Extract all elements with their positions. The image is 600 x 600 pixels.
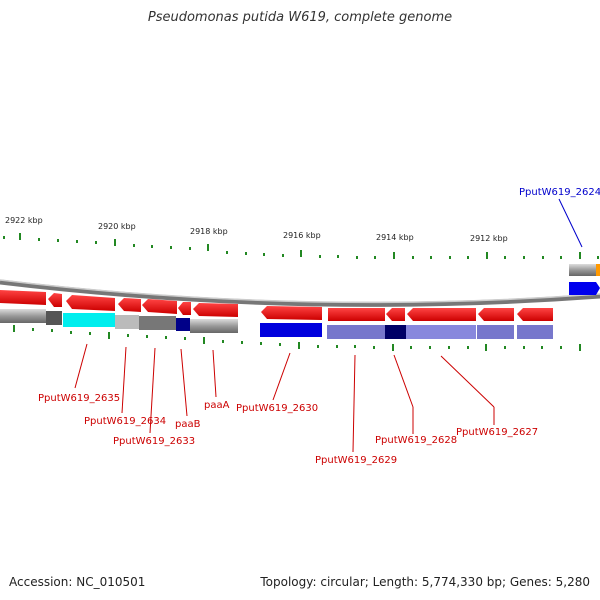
sim-bar-lavender[interactable] xyxy=(517,325,553,339)
gene-arrow[interactable] xyxy=(178,302,191,315)
sim-bar-cyan[interactable] xyxy=(63,313,115,327)
sim-bar-lavender[interactable] xyxy=(406,325,476,339)
genome-backbone xyxy=(0,279,600,307)
gene-arrow-blue[interactable] xyxy=(569,282,600,295)
sim-bar-lavender[interactable] xyxy=(477,325,514,339)
sim-bar-lightgray[interactable] xyxy=(115,315,139,329)
sim-bar-gray[interactable] xyxy=(190,319,238,333)
gene-label-PputW619_2633[interactable]: PputW619_2633 xyxy=(113,436,195,447)
sim-bar-lavender[interactable] xyxy=(327,325,385,339)
gene-arrow[interactable] xyxy=(0,290,46,305)
scale-label: 2912 kbp xyxy=(470,234,508,243)
sim-bar-blue[interactable] xyxy=(260,323,322,337)
scale-label: 2918 kbp xyxy=(190,227,228,236)
gene-bar-orange[interactable] xyxy=(596,264,600,276)
genome-summary-text: Topology: circular; Length: 5,774,330 bp… xyxy=(260,575,590,589)
gene-arrow[interactable] xyxy=(407,308,476,321)
gene-label-paaB[interactable]: paaB xyxy=(175,419,201,430)
sim-bar-navy[interactable] xyxy=(176,318,190,331)
sim-bar-gray[interactable] xyxy=(0,309,46,323)
gene-label-PputW619_2635[interactable]: PputW619_2635 xyxy=(38,393,120,404)
scale-label: 2920 kbp xyxy=(98,222,136,231)
scale-label: 2922 kbp xyxy=(5,216,43,225)
gene-label-PputW619_2629[interactable]: PputW619_2629 xyxy=(315,455,397,466)
gene-arrow[interactable] xyxy=(478,308,514,321)
gene-arrow[interactable] xyxy=(386,308,405,321)
gene-arrow[interactable] xyxy=(193,303,238,317)
gene-arrow[interactable] xyxy=(66,295,115,311)
gene-label-PputW619_2628[interactable]: PputW619_2628 xyxy=(375,435,457,446)
gene-arrow[interactable] xyxy=(48,293,62,307)
sim-bar-navy[interactable] xyxy=(385,325,406,339)
gene-arrow[interactable] xyxy=(118,298,141,312)
outer-ticks xyxy=(3,233,599,259)
gene-label-PputW619_2624[interactable]: PputW619_2624 xyxy=(519,187,600,198)
similarity-bars xyxy=(0,309,553,339)
gene-label-PputW619_2634[interactable]: PputW619_2634 xyxy=(84,416,166,427)
inner-ticks xyxy=(13,325,581,351)
gene-arrow[interactable] xyxy=(261,306,322,320)
gene-arrow[interactable] xyxy=(328,308,385,321)
leader-lines xyxy=(74,198,583,453)
map-title: Pseudomonas putida W619, complete genome xyxy=(147,10,453,25)
gene-label-PputW619_2630[interactable]: PputW619_2630 xyxy=(236,403,318,414)
sim-bar-gray[interactable] xyxy=(139,316,176,330)
gene-label-PputW619_2627[interactable]: PputW619_2627 xyxy=(456,427,538,438)
scale-label: 2914 kbp xyxy=(376,233,414,242)
sim-bar-darkgray[interactable] xyxy=(46,311,62,325)
gene-arrow[interactable] xyxy=(517,308,553,321)
scale-label: 2916 kbp xyxy=(283,231,321,240)
red-gene-arrows xyxy=(0,290,553,321)
gene-label-paaA[interactable]: paaA xyxy=(204,400,230,411)
accession-text: Accession: NC_010501 xyxy=(9,575,146,589)
gene-bar-gray[interactable] xyxy=(569,264,600,276)
gene-arrow[interactable] xyxy=(142,299,177,314)
